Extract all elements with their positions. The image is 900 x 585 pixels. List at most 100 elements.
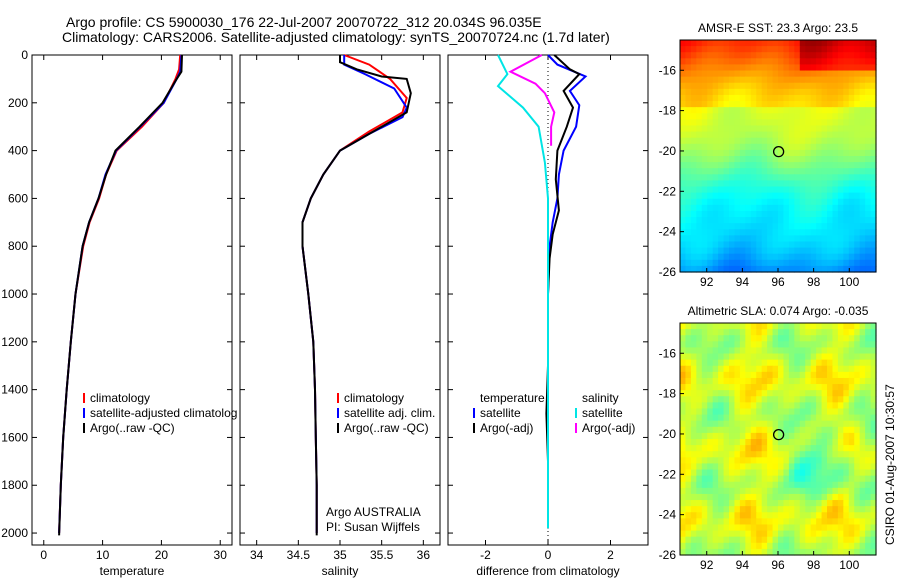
map-cell <box>859 347 866 355</box>
map-cell <box>821 40 828 47</box>
map-cell <box>854 493 861 501</box>
map-cell <box>745 323 752 330</box>
map-cell <box>750 235 757 243</box>
map-cell <box>756 101 763 108</box>
map-cell <box>810 487 817 495</box>
map-cell <box>718 174 725 182</box>
map-cell <box>761 149 768 157</box>
map-cell <box>690 390 697 397</box>
map-cell <box>729 137 736 145</box>
map-cell <box>718 396 725 403</box>
map-cell <box>827 451 834 458</box>
map-cell <box>827 439 834 446</box>
map-cell <box>794 353 801 361</box>
map-cell <box>734 542 741 550</box>
map-cell <box>685 463 692 471</box>
legend-label: satellite-adjusted climatolog <box>90 406 237 420</box>
map-cell <box>750 64 757 72</box>
map-cell <box>772 457 779 465</box>
map-cell <box>701 40 708 47</box>
map-cell <box>723 235 730 243</box>
map-cell <box>745 125 752 133</box>
map-cell <box>767 223 774 230</box>
map-cell <box>805 463 812 471</box>
map-cell <box>854 265 861 273</box>
map-cell <box>701 241 708 249</box>
map-cell <box>707 432 714 440</box>
map-cell <box>837 530 844 538</box>
map-cell <box>680 518 687 526</box>
map-cell <box>750 353 757 361</box>
map-cell <box>707 341 714 349</box>
map-cell <box>799 113 806 120</box>
map-cell <box>761 88 768 96</box>
map-cell <box>712 64 719 72</box>
map-cell <box>739 204 746 212</box>
map-cell <box>718 542 725 550</box>
map-cell <box>739 94 746 102</box>
map-cell <box>761 481 768 489</box>
map-cell <box>685 506 692 513</box>
map-cell <box>723 52 730 59</box>
map-cell <box>859 506 866 513</box>
map-cell <box>739 88 746 96</box>
map-cell <box>712 180 719 188</box>
map-cell <box>696 469 703 477</box>
map-cell <box>734 58 741 66</box>
map-cell <box>827 70 834 78</box>
map-cell <box>745 204 752 212</box>
map-cell <box>739 253 746 261</box>
map-cell <box>848 347 855 355</box>
map-cell <box>690 58 697 66</box>
map-cell <box>707 186 714 194</box>
map-cell <box>778 58 785 66</box>
map-cell <box>729 210 736 218</box>
map-cell <box>837 487 844 495</box>
map-cell <box>739 469 746 477</box>
map-cell <box>750 432 757 440</box>
map-cell <box>772 137 779 145</box>
map-cell <box>827 113 834 120</box>
map-cell <box>810 335 817 342</box>
map-cell <box>690 76 697 84</box>
map-cell <box>832 119 839 127</box>
map-cell <box>756 432 763 440</box>
map-cell <box>767 168 774 175</box>
map-cell <box>859 107 866 114</box>
map-cell <box>810 235 817 243</box>
map-cell <box>832 131 839 139</box>
argo-location-marker <box>772 428 785 441</box>
map-cell <box>848 420 855 428</box>
map-cell <box>739 493 746 501</box>
map-cell <box>696 402 703 410</box>
map-cell <box>821 371 828 379</box>
map-cell <box>799 323 806 330</box>
map-cell <box>723 493 730 501</box>
argo-location-marker <box>772 145 785 158</box>
map-cell <box>788 487 795 495</box>
map-cell <box>827 506 834 513</box>
map-cell <box>739 536 746 544</box>
map-cell <box>718 94 725 102</box>
map-cell <box>821 365 828 373</box>
map-cell <box>739 518 746 526</box>
map-cell <box>734 52 741 59</box>
map-cell <box>794 70 801 78</box>
map-cell <box>794 463 801 471</box>
map-cell <box>783 217 790 224</box>
map-cell <box>729 64 736 72</box>
map-cell <box>788 180 795 188</box>
map-cell <box>848 445 855 452</box>
map-cell <box>799 180 806 188</box>
map-cell <box>865 487 872 495</box>
map-cell <box>729 463 736 471</box>
map-cell <box>690 451 697 458</box>
map-cell <box>745 439 752 446</box>
map-cell <box>680 341 687 349</box>
map-cell <box>712 487 719 495</box>
map-cell <box>865 432 872 440</box>
map-cell <box>767 341 774 349</box>
map-cell <box>788 377 795 385</box>
map-cell <box>865 137 872 145</box>
map-cell <box>739 198 746 206</box>
